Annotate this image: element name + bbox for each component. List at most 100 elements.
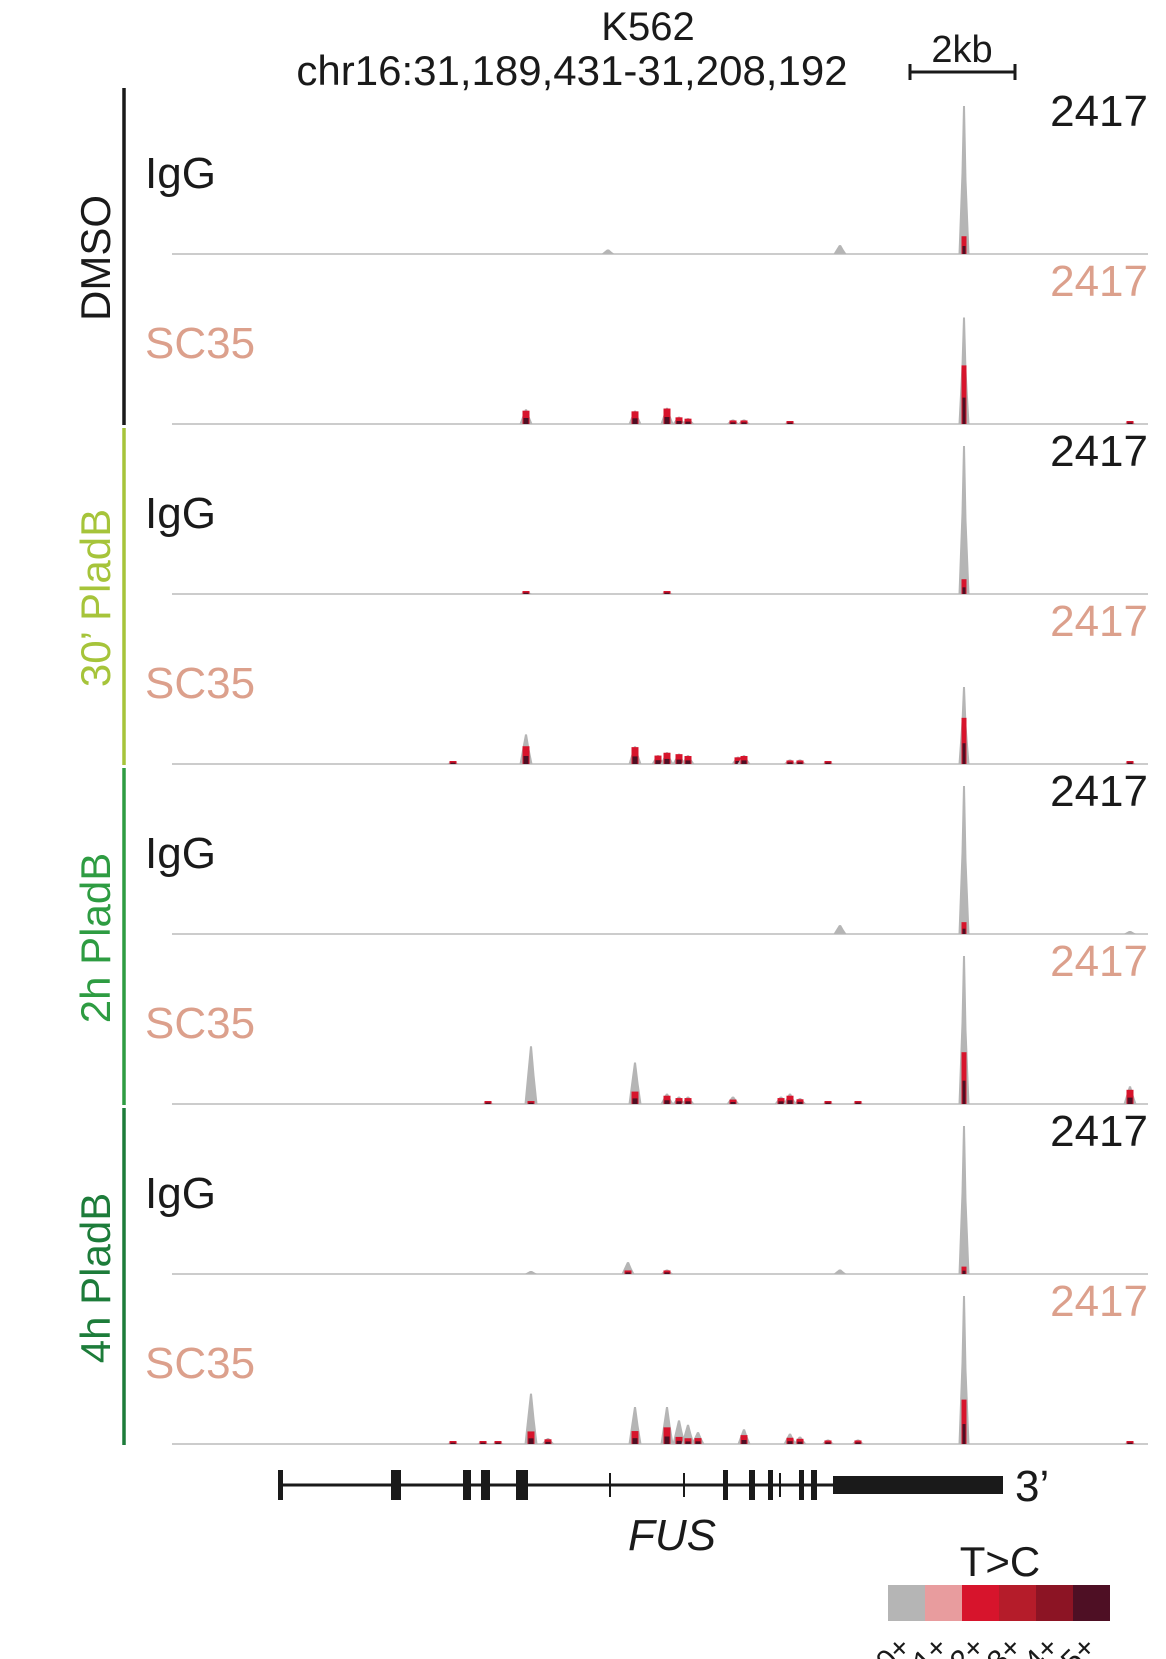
signal-peak-tc-high (962, 1080, 966, 1104)
gene-exon (278, 1470, 283, 1500)
signal-peak (524, 1046, 538, 1104)
gene-name: FUS (628, 1511, 716, 1560)
signal-peak-tc-high (685, 760, 691, 764)
signal-peak-tc (786, 421, 794, 424)
scale-bar: 2kb (908, 29, 1017, 80)
signal-peak-tc (684, 1438, 692, 1444)
condition-label: 30’ PladB (72, 509, 119, 687)
signal-peak-tc-high (632, 756, 638, 764)
signal-peak-tc-high (787, 762, 793, 764)
signal-peak (601, 249, 615, 254)
signal-peak-tc-high (450, 762, 456, 764)
signal-peak-tc-high (523, 418, 529, 424)
signal-peak-tc (824, 1101, 832, 1104)
signal-peak-tc (854, 1440, 862, 1444)
signal-peak-tc (449, 1441, 457, 1444)
signal-peak-tc (694, 1438, 702, 1444)
signal-peak-tc-high (528, 1438, 534, 1444)
gene-exon (749, 1470, 755, 1500)
signal-peak-tc (740, 1435, 748, 1444)
signal-peak-tc (729, 420, 737, 424)
scale-bar-label: 2kb (931, 29, 992, 71)
signal-peak-tc-high (625, 1272, 631, 1274)
signal-peak-tc-high (962, 1424, 966, 1444)
signal-peak-tc-high (962, 928, 966, 934)
cell-line-title: K562 (601, 5, 694, 49)
signal-peak-tc (961, 1052, 967, 1104)
gene-exon (779, 1473, 781, 1497)
signal-peak-tc (522, 591, 530, 594)
locus-coordinates: chr16:31,189,431-31,208,192 (296, 47, 847, 94)
signal-peak-tc-high (450, 1442, 456, 1444)
gene-exon (811, 1470, 817, 1500)
condition-group: 30’ PladB 2417 IgG 2417 SC35 (72, 427, 1148, 765)
signal-peak-tc-high (962, 1270, 966, 1274)
track-max-label: 2417 (1050, 597, 1148, 646)
signal-track: 2417 SC35 (145, 1277, 1148, 1445)
signal-peak-tc-high (664, 1272, 670, 1274)
signal-peak-tc (961, 236, 967, 254)
signal-peak-tc-high (1127, 422, 1133, 424)
tc-legend: T>C0+1+2+3+4+5+ (870, 1538, 1110, 1659)
track-max-label: 2417 (1050, 1107, 1148, 1156)
signal-peak-tc (522, 746, 530, 764)
signal-peak-tc-high (962, 743, 966, 764)
gene-end-label: 3’ (1015, 1462, 1049, 1511)
signal-peak-tc (527, 1101, 535, 1104)
signal-peak-tc-high (676, 1101, 682, 1104)
signal-peak-tc (675, 417, 683, 424)
signal-peak-tc (1126, 1441, 1134, 1444)
signal-peak-tc (479, 1441, 487, 1444)
gene-exon (609, 1473, 611, 1497)
signal-peak-tc-high (787, 1100, 793, 1104)
signal-peak-tc (654, 755, 662, 764)
signal-peak-tc (675, 754, 683, 764)
gene-exon (833, 1476, 1003, 1494)
signal-peak-tc (824, 761, 832, 764)
gene-model: 3’ FUS (278, 1462, 1049, 1560)
signal-peak-tc-high (741, 1440, 747, 1444)
signal-peak-tc-high (730, 422, 736, 424)
condition-group: 4h PladB 2417 IgG 2417 SC35 (72, 1107, 1148, 1445)
signal-peak-tc (484, 1101, 492, 1104)
signal-peak (958, 786, 970, 934)
signal-peak-tc-high (797, 1441, 803, 1444)
signal-peak (958, 956, 970, 1104)
legend-swatch (1036, 1585, 1073, 1621)
signal-peak-tc (854, 1101, 862, 1104)
signal-peak-tc (684, 756, 692, 764)
signal-peak-tc (449, 761, 457, 764)
signal-peak-tc-high (664, 1100, 670, 1104)
signal-peak-tc-high (664, 592, 670, 594)
legend-swatch (888, 1585, 925, 1621)
track-max-label: 2417 (1050, 937, 1148, 986)
signal-peak-tc-high (523, 756, 529, 764)
signal-peak-tc-high (676, 1440, 682, 1444)
condition-groups: DMSO 2417 IgG 2417 SC35 30’ PladB 2417 IgG 2417 S… (72, 87, 1148, 1445)
track-label: SC35 (145, 999, 255, 1048)
gene-exon (391, 1470, 401, 1500)
track-label: IgG (145, 1169, 216, 1218)
signal-peak-tc-high (676, 421, 682, 424)
signal-peak-tc (494, 1441, 502, 1444)
signal-peak-tc-high (664, 417, 670, 424)
signal-peak-tc-high (664, 1436, 670, 1444)
signal-peak-tc-high (778, 1101, 784, 1104)
signal-peak-tc (527, 1431, 535, 1444)
signal-peak-tc-high (730, 1102, 736, 1104)
track-label: IgG (145, 829, 216, 878)
signal-peak-tc (796, 760, 804, 764)
signal-peak-tc (663, 1427, 671, 1444)
signal-peak-tc (663, 591, 671, 594)
gene-exon (481, 1470, 490, 1500)
signal-peak-tc-high (685, 1441, 691, 1444)
signal-peak-tc-high (855, 1442, 861, 1444)
legend-swatch (925, 1585, 962, 1621)
signal-peak-tc (740, 756, 748, 764)
signal-peak-tc (786, 760, 794, 764)
condition-group: DMSO 2417 IgG 2417 SC35 (72, 87, 1148, 425)
signal-peak-tc (663, 752, 671, 764)
signal-peak (833, 1269, 847, 1274)
signal-track: 2417 SC35 (145, 597, 1148, 765)
